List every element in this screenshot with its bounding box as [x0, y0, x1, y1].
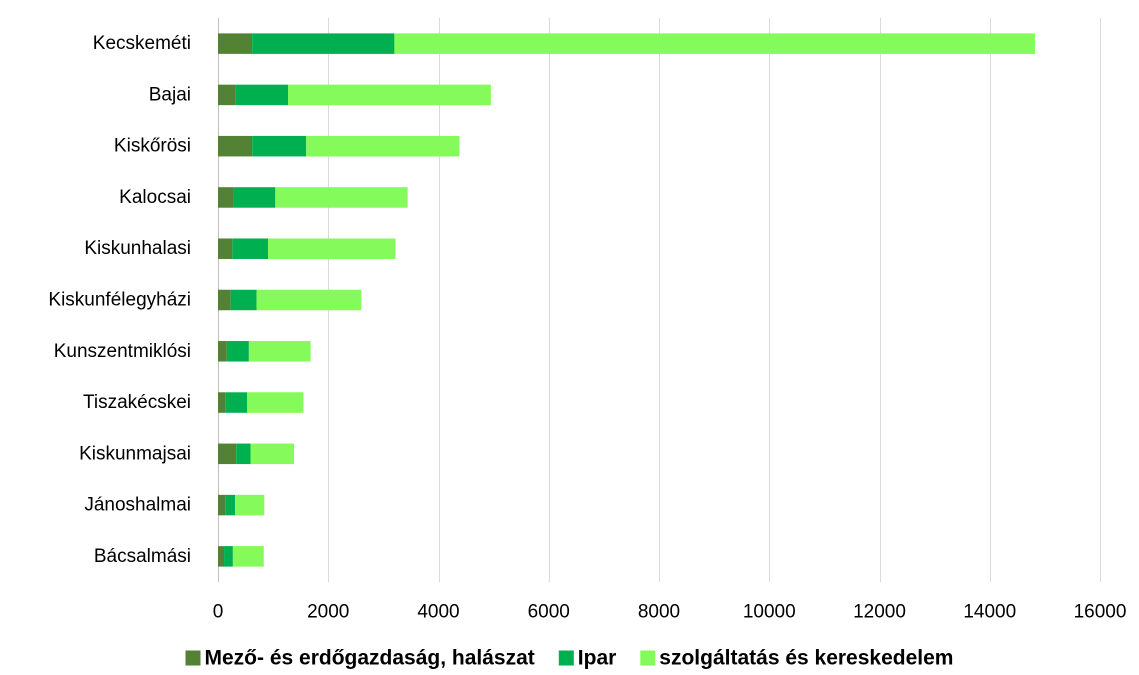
x-tick-label: 10000	[743, 602, 796, 623]
x-tick-label: 12000	[853, 602, 906, 623]
category-label: Kalocsai	[119, 187, 191, 208]
category-label: Bajai	[149, 84, 191, 105]
bar-3-series-1	[233, 187, 276, 208]
bar-10-series-1	[224, 546, 233, 567]
legend-label-2: szolgáltatás és kereskedelem	[659, 647, 953, 670]
bar-8-series-1	[236, 443, 251, 465]
legend: Mező- és erdőgazdaság, halászat Ipar szolg…	[185, 647, 953, 670]
bar-6-series-1	[226, 341, 249, 362]
bar-5-series-1	[230, 289, 257, 311]
bar-9-series-1	[225, 494, 236, 516]
bar-2-series-1	[252, 135, 307, 157]
bar-2-series-2	[306, 135, 460, 157]
x-tick-label: 14000	[963, 602, 1016, 623]
legend-label-1: Ipar	[578, 647, 617, 670]
bar-3-series-0	[218, 187, 234, 208]
category-label: Kiskunfélegyházi	[48, 290, 191, 311]
x-tick-label: 0	[213, 602, 224, 623]
bar-7-series-1	[225, 392, 248, 413]
bar-7-series-0	[218, 392, 226, 413]
bar-5-series-2	[256, 289, 362, 311]
bar-10-series-0	[218, 546, 225, 567]
bar-1-series-2	[288, 84, 491, 106]
category-label: Jánoshalmai	[84, 495, 191, 516]
bar-0-series-2	[394, 33, 1035, 54]
x-tick-label: 8000	[638, 602, 680, 623]
legend-swatch-2	[640, 650, 656, 666]
bar-2-series-0	[218, 135, 253, 157]
x-tick-label: 6000	[528, 602, 570, 623]
bar-6-series-0	[218, 341, 227, 362]
bar-1-series-0	[218, 84, 236, 106]
bar-5-series-0	[218, 289, 231, 311]
bar-9-series-0	[218, 494, 226, 516]
bar-1-series-1	[235, 84, 289, 106]
legend-label-0: Mező- és erdőgazdaság, halászat	[205, 647, 535, 670]
x-tick-label: 16000	[1074, 602, 1127, 623]
bar-9-series-2	[235, 494, 265, 516]
bar-8-series-2	[250, 443, 295, 465]
category-label: Kiskunmajsai	[79, 443, 191, 464]
x-tick-labels: 0 2000 4000 6000 8000 10000 12000 14000 16000	[213, 602, 1127, 623]
bar-8-series-0	[218, 443, 237, 465]
bar-10-series-2	[232, 546, 264, 567]
bar-3-series-2	[275, 187, 408, 208]
bars	[218, 33, 1035, 567]
category-labels: Kecskeméti Bajai Kiskőrösi Kalocsai Kiskunha…	[48, 33, 191, 567]
bar-6-series-2	[248, 341, 311, 362]
category-label: Kiskőrösi	[114, 136, 191, 157]
grid-lines	[218, 18, 1101, 582]
category-label: Tiszakécskei	[83, 392, 191, 413]
bar-4-series-1	[232, 238, 269, 259]
legend-swatch-0	[185, 650, 201, 666]
legend-swatch-1	[558, 650, 574, 666]
bar-4-series-0	[218, 238, 233, 259]
x-tick-label: 2000	[307, 602, 349, 623]
bar-0-series-1	[252, 33, 395, 54]
bar-7-series-2	[247, 392, 304, 413]
category-label: Kecskeméti	[93, 33, 191, 54]
bar-0-series-0	[218, 33, 253, 54]
x-tick-label: 4000	[417, 602, 459, 623]
category-label: Kunszentmiklósi	[54, 341, 191, 362]
category-label: Bácsalmási	[94, 546, 191, 567]
category-label: Kiskunhalasi	[84, 238, 191, 259]
bar-4-series-2	[268, 238, 396, 259]
